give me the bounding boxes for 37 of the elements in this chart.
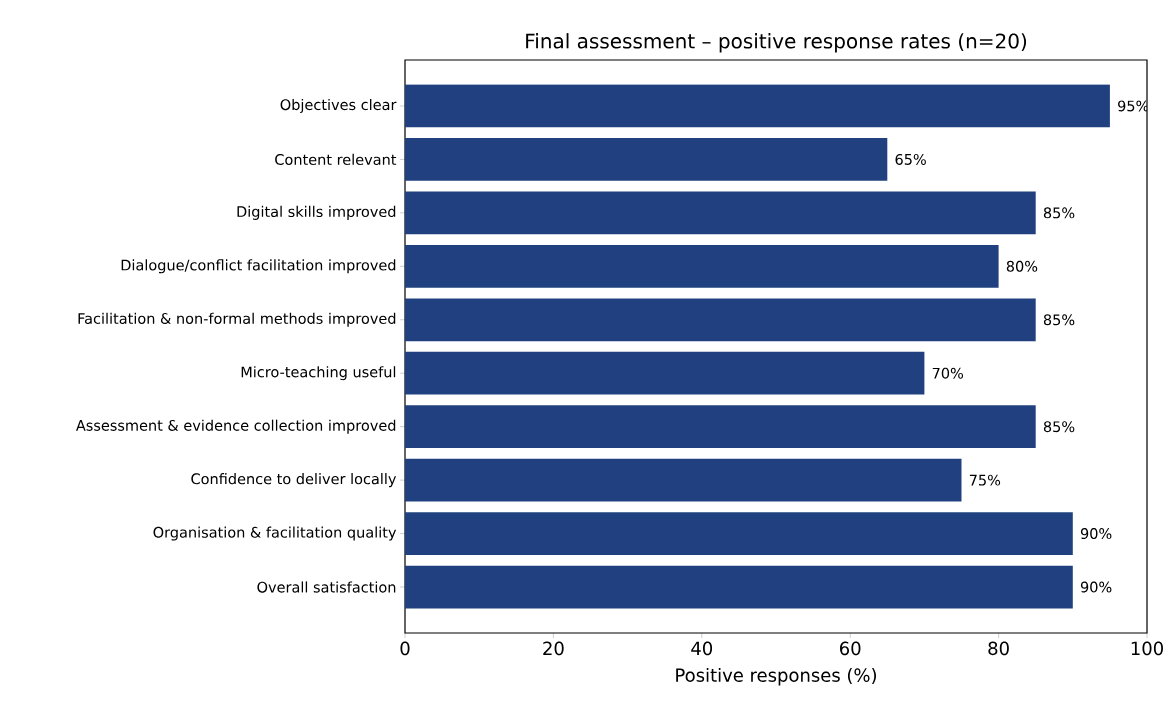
y-tick-label: Overall satisfaction: [257, 581, 396, 593]
data-label: 90%: [1080, 528, 1112, 540]
y-tick-label: Digital skills improved: [237, 205, 396, 220]
x-tick-label: 100: [1131, 641, 1163, 656]
bar: [405, 351, 925, 395]
data-label: 85%: [1043, 314, 1075, 326]
data-label: 75%: [969, 474, 1001, 486]
data-label: 70%: [932, 367, 964, 379]
y-tick-label: Facilitation & non-formal methods improved: [78, 312, 396, 327]
y-tick-label: Assessment & evidence collection improved: [75, 419, 396, 434]
x-tick-label: 40: [691, 641, 713, 656]
y-tick-label: Organisation & facilitation quality: [153, 526, 397, 541]
y-tick-label: Objectives clear: [280, 98, 397, 113]
bar: [405, 244, 999, 288]
bar: [405, 84, 1110, 128]
bar: [405, 405, 1036, 449]
x-tick-label: 20: [543, 641, 564, 656]
bar: [405, 512, 1073, 555]
chart-title: Final assessment – positive response rates (n=20): [526, 33, 1027, 53]
x-tick-label: 80: [988, 641, 1009, 656]
y-tick-label: Dialogue/conflict facilitation improved: [121, 259, 396, 274]
data-label: 85%: [1043, 207, 1075, 219]
bar: [405, 298, 1036, 342]
data-label: 80%: [1006, 260, 1038, 272]
x-tick-label: 0: [400, 641, 410, 656]
data-label: 90%: [1080, 581, 1112, 593]
x-tick-label: 60: [840, 641, 861, 656]
y-tick-label: Confidence to deliver locally: [191, 473, 397, 488]
bar: [405, 138, 888, 181]
bar: [405, 191, 1036, 235]
bar: [405, 458, 962, 502]
y-tick-label: Content relevant: [275, 153, 397, 166]
y-tick-label: Micro-teaching useful: [241, 366, 396, 381]
bar: [405, 565, 1073, 609]
data-label: 85%: [1043, 421, 1075, 433]
data-label: 65%: [895, 153, 926, 165]
x-axis-title: Positive responses (%): [676, 668, 877, 686]
